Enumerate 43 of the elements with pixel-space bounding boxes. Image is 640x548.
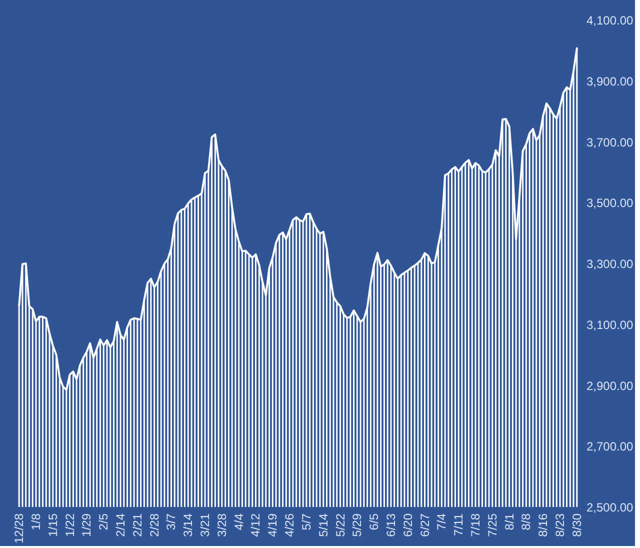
y-tick-label: 2,700.00 [586,440,634,454]
y-tick-label: 3,500.00 [586,196,634,210]
x-tick-label: 6/5 [367,513,382,530]
x-tick-label: 7/25 [485,513,500,537]
x-tick-label: 8/16 [536,513,550,537]
x-tick-label: 5/7 [299,513,314,530]
x-tick-label: 1/29 [80,513,94,537]
y-tick-label: 3,900.00 [586,74,634,88]
x-tick-label: 3/14 [181,513,196,537]
y-tick-label: 2,500.00 [586,500,634,514]
x-tick-label: 3/21 [198,513,212,537]
x-tick-label: 7/18 [468,513,482,537]
x-tick-label: 8/23 [553,513,567,537]
x-tick-label: 3/7 [164,513,178,530]
x-tick-label: 4/12 [248,513,263,537]
x-tick-label: 1/8 [29,513,43,530]
x-tick-label: 7/4 [434,513,449,530]
x-tick-label: 3/28 [214,513,229,537]
x-tick-label: 2/28 [147,513,162,537]
x-tick-label: 4/4 [232,513,246,530]
x-tick-label: 6/20 [400,513,415,537]
y-tick-label: 2,900.00 [586,378,634,393]
x-tick-label: 8/8 [519,513,534,530]
x-tick-label: 12/28 [12,513,26,544]
x-tick-label: 4/19 [266,513,280,537]
x-tick-label: 1/22 [62,513,77,537]
x-tick-label: 1/15 [46,513,60,537]
x-tick-label: 2/21 [130,513,144,537]
y-tick-label: 3,100.00 [586,318,634,332]
y-tick-label: 3,300.00 [586,257,634,271]
x-tick-label: 2/5 [96,513,111,530]
x-tick-label: 6/13 [384,513,398,537]
x-tick-label: 5/14 [316,513,330,537]
x-tick-label: 8/30 [570,513,584,537]
x-tick-label: 8/1 [502,513,516,530]
x-tick-label: 6/27 [418,513,432,537]
x-tick-label: 5/22 [333,513,348,537]
x-tick-label: 5/29 [350,513,364,537]
y-tick-label: 4,100.00 [586,14,634,28]
x-tick-label: 4/26 [282,513,297,537]
x-tick-label: 7/11 [452,513,466,536]
y-tick-label: 3,700.00 [586,135,634,150]
x-tick-label: 2/14 [114,513,128,537]
